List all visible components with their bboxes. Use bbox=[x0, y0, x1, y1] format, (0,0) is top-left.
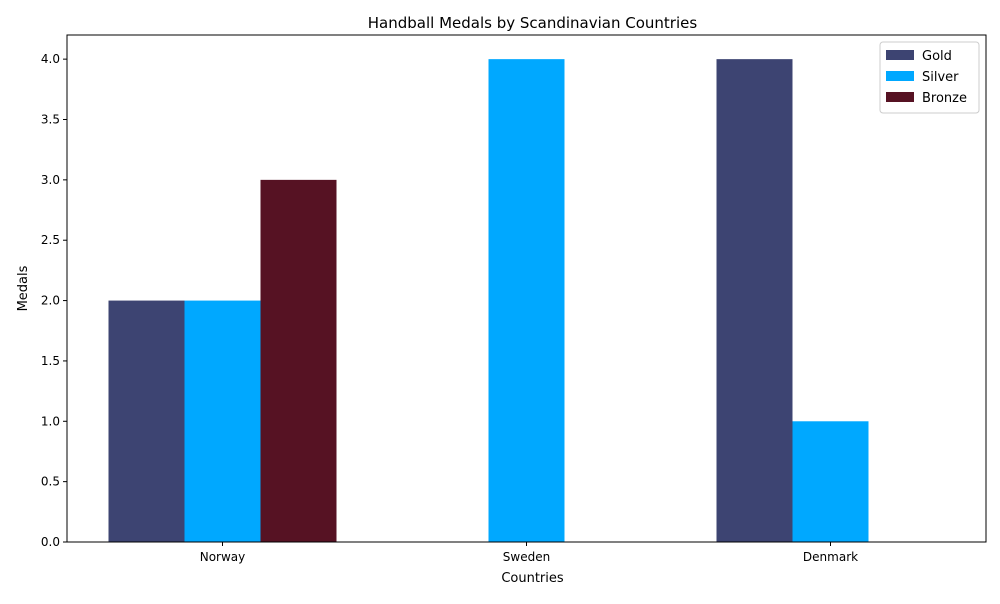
y-tick-label: 3.5 bbox=[41, 113, 60, 127]
chart-title: Handball Medals by Scandinavian Countrie… bbox=[368, 14, 698, 32]
legend-swatch-gold bbox=[886, 50, 914, 60]
x-tick-label: Norway bbox=[200, 550, 246, 564]
chart-legend: Gold Silver Bronze bbox=[879, 41, 980, 114]
bar-silver-norway bbox=[184, 300, 261, 542]
x-tick-label: Denmark bbox=[803, 550, 858, 564]
x-tick-label: Sweden bbox=[503, 550, 550, 564]
y-tick-label: 4.0 bbox=[41, 52, 60, 66]
legend-label-bronze: Bronze bbox=[922, 91, 967, 106]
legend-label-silver: Silver bbox=[922, 70, 959, 85]
x-axis-label: Countries bbox=[501, 571, 564, 586]
bar-bronze-norway bbox=[260, 179, 337, 542]
y-tick-label: 1.5 bbox=[41, 354, 60, 368]
bar-gold-denmark bbox=[716, 59, 793, 543]
bars-layer bbox=[108, 59, 869, 543]
y-axis-label: Medals bbox=[16, 265, 31, 311]
y-tick-label: 3.0 bbox=[41, 173, 60, 187]
bar-silver-sweden bbox=[488, 59, 565, 543]
y-tick-label: 0.5 bbox=[41, 475, 60, 489]
y-tick-label: 2.0 bbox=[41, 294, 60, 308]
bar-gold-norway bbox=[108, 300, 185, 542]
legend-swatch-silver bbox=[886, 71, 914, 81]
y-tick-label: 1.0 bbox=[41, 414, 60, 428]
y-tick-label: 2.5 bbox=[41, 233, 60, 247]
axes-layer: 0.0 0.5 1.0 1.5 2.0 2.5 3.0 3.5 4.0 Norway Sweden D… bbox=[41, 34, 987, 564]
bar-silver-denmark bbox=[792, 421, 869, 542]
legend-label-gold: Gold bbox=[922, 49, 952, 64]
y-tick-label: 0.0 bbox=[41, 535, 60, 549]
legend-swatch-bronze bbox=[886, 92, 914, 102]
